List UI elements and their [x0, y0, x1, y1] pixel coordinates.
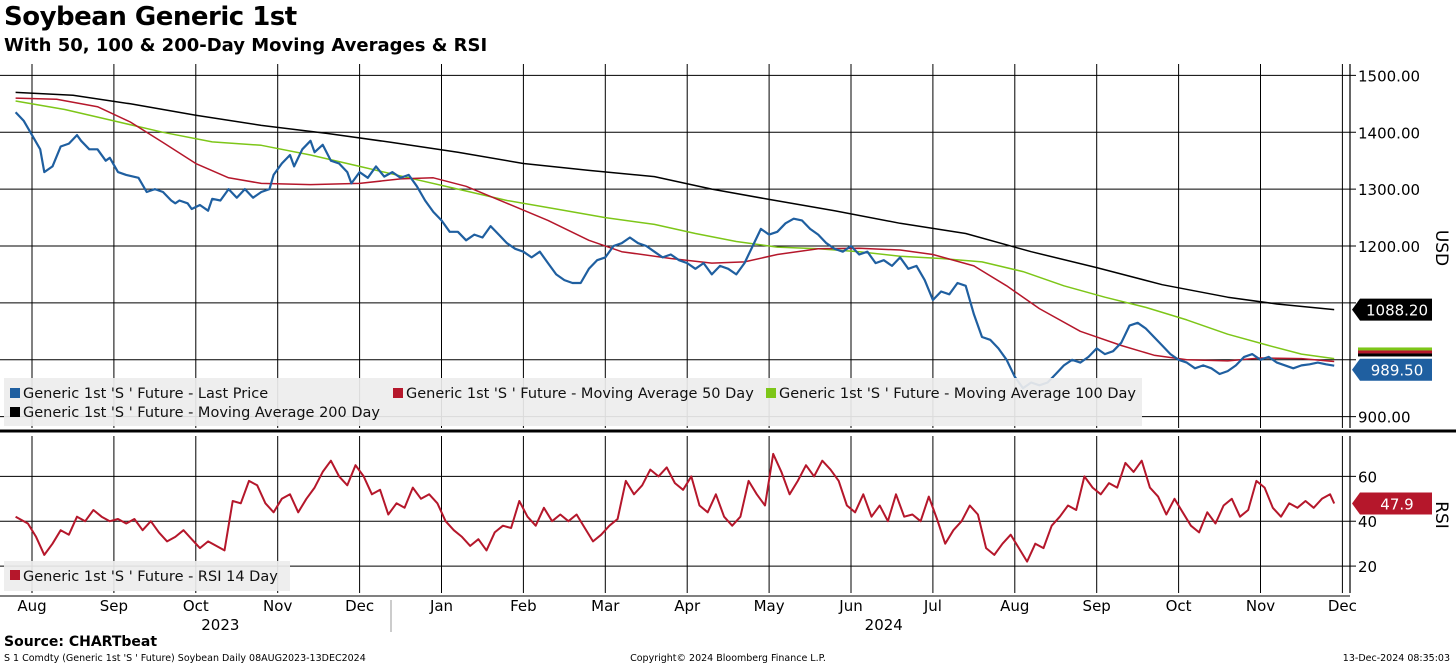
footer-timestamp: 13-Dec-2024 08:35:03	[1342, 653, 1450, 664]
footer-ticker: S 1 Comdty (Generic 1st 'S ' Future) Soy…	[4, 653, 366, 664]
legend-swatch-ma100	[766, 388, 776, 398]
value-tag-ma200-shape	[1352, 298, 1432, 321]
rsi-tick-label: 20	[1358, 558, 1377, 576]
x-year-label: 2024	[865, 616, 903, 634]
value-tag-stub-ma200	[1358, 353, 1432, 357]
value-tag-rsi-shape	[1352, 492, 1432, 515]
price-tick-label: 900.00	[1358, 409, 1411, 427]
value-tag-rsi-text: 47.9	[1380, 496, 1413, 514]
price-tick-label: 1200.00	[1358, 238, 1420, 256]
x-tick-label: Oct	[183, 597, 209, 615]
value-tag-ma200-text: 1088.20	[1366, 302, 1428, 320]
x-tick-label: Jul	[923, 597, 942, 615]
value-tag-last-price: 989.50	[1352, 358, 1432, 381]
x-tick-label: Mar	[591, 597, 620, 615]
x-tick-label: Dec	[345, 597, 374, 615]
legend-background	[4, 378, 1142, 426]
series-line-ma50	[15, 97, 1335, 363]
x-tick-label: Feb	[510, 597, 537, 615]
legend-swatch-ma50	[393, 388, 403, 398]
value-tag-last-price-shape	[1352, 358, 1432, 381]
legend-background	[4, 561, 290, 591]
value-tag-rsi: 47.9	[1352, 492, 1432, 515]
legend-label-ma100: Generic 1st 'S ' Future - Moving Average…	[779, 386, 1136, 402]
x-tick-label: May	[754, 597, 785, 615]
rsi-legend: Generic 1st 'S ' Future - RSI 14 Day	[4, 561, 290, 591]
x-tick-label: Aug	[1000, 597, 1029, 615]
x-tick-label: Oct	[1166, 597, 1192, 615]
series-line-rsi	[15, 452, 1336, 563]
x-tick-label: Nov	[263, 597, 292, 615]
value-tag-last-price-text: 989.50	[1371, 362, 1424, 380]
legend-swatch-last_price	[10, 388, 20, 398]
value-tag-stub-ma50	[1358, 350, 1432, 354]
x-year-label: 2023	[201, 616, 239, 634]
series-line-ma200	[15, 91, 1335, 311]
price-legend: Generic 1st 'S ' Future - Last Price Gene…	[4, 378, 1142, 426]
rsi-tick-label: 60	[1358, 468, 1377, 486]
source-label: Source: CHARTbeat	[4, 634, 158, 650]
series-line-last_price	[14, 111, 1335, 390]
x-tick-label: Dec	[1328, 597, 1357, 615]
price-axis-title: USD	[1431, 230, 1451, 266]
chart-subtitle: With 50, 100 & 200-Day Moving Averages &…	[4, 35, 488, 56]
legend-swatch-rsi	[10, 570, 20, 580]
x-tick-label: Aug	[17, 597, 46, 615]
chart-title: Soybean Generic 1st	[4, 2, 297, 32]
x-tick-label: Jan	[429, 597, 453, 615]
x-tick-label: Nov	[1246, 597, 1275, 615]
legend-label-ma200: Generic 1st 'S ' Future - Moving Average…	[23, 405, 380, 421]
rsi-axis-title: RSI	[1431, 501, 1451, 529]
x-tick-label: Apr	[674, 597, 701, 615]
x-tick-label: Jun	[838, 597, 862, 615]
price-tick-label: 1300.00	[1358, 181, 1420, 199]
x-tick-label: Sep	[1083, 597, 1111, 615]
legend-swatch-ma200	[10, 407, 20, 417]
value-tag-ma200: 1088.20	[1352, 298, 1432, 321]
price-tick-label: 1500.00	[1358, 67, 1420, 85]
price-tick-label: 1400.00	[1358, 124, 1420, 142]
legend-label-last_price: Generic 1st 'S ' Future - Last Price	[23, 386, 268, 402]
rsi-tick-label: 40	[1358, 513, 1377, 531]
legend-label-ma50: Generic 1st 'S ' Future - Moving Average…	[406, 386, 754, 402]
legend-label-rsi: Generic 1st 'S ' Future - RSI 14 Day	[23, 569, 278, 585]
footer-copyright: Copyright© 2024 Bloomberg Finance L.P.	[630, 653, 826, 664]
series-line-ma100	[15, 100, 1335, 360]
x-tick-label: Sep	[100, 597, 128, 615]
value-tag-stub-ma100	[1358, 347, 1432, 351]
